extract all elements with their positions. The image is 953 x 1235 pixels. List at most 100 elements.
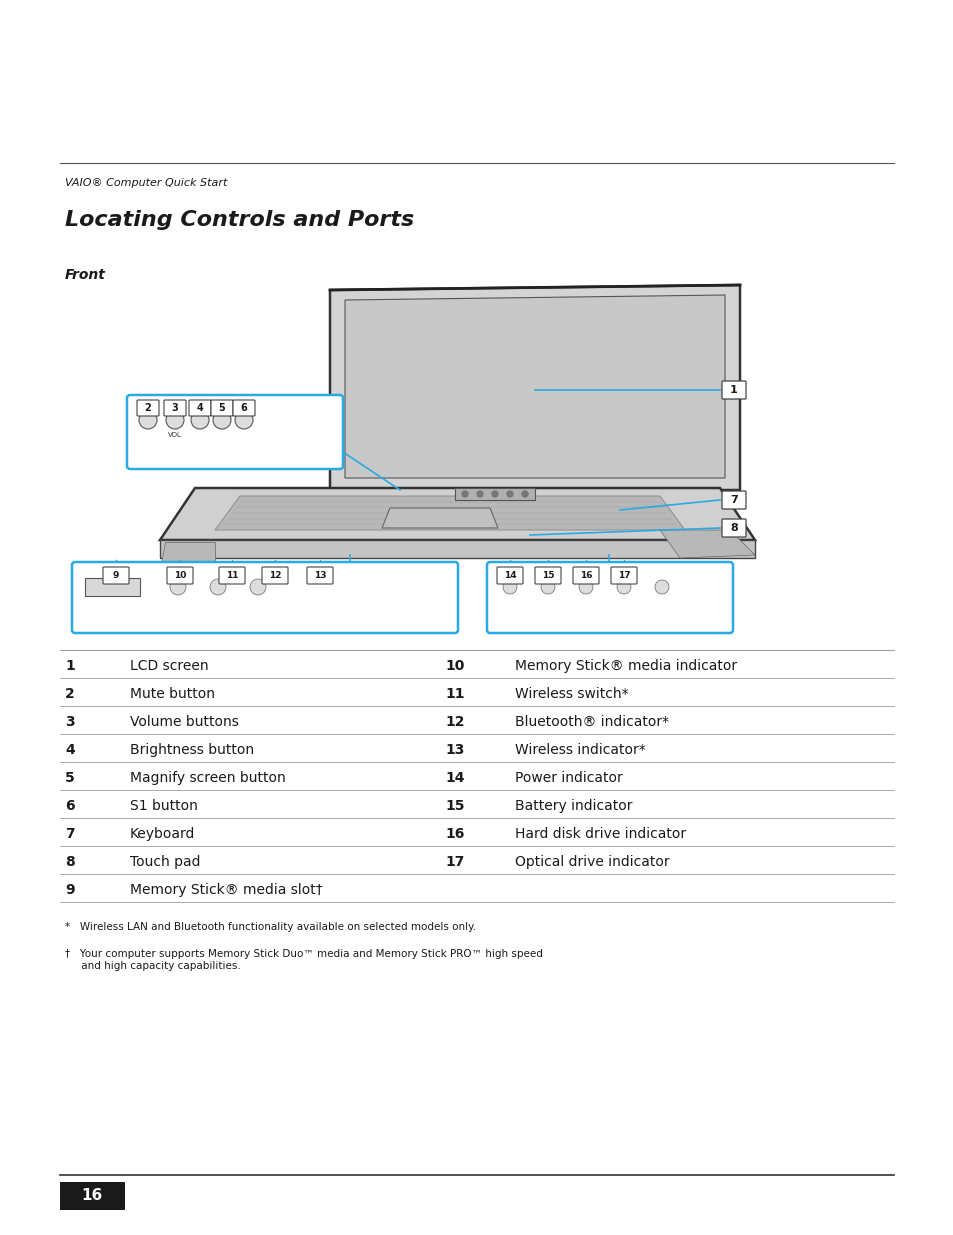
- Text: 3: 3: [66, 715, 75, 729]
- Text: 7: 7: [66, 827, 75, 841]
- Text: 13: 13: [314, 572, 326, 580]
- Text: Magnify screen button: Magnify screen button: [130, 771, 286, 785]
- FancyBboxPatch shape: [71, 562, 457, 634]
- FancyBboxPatch shape: [307, 567, 333, 584]
- FancyBboxPatch shape: [189, 400, 211, 416]
- Polygon shape: [214, 496, 684, 530]
- Text: 17: 17: [445, 855, 464, 869]
- Bar: [455, 488, 535, 500]
- Text: Touch pad: Touch pad: [130, 855, 200, 869]
- Polygon shape: [160, 542, 214, 568]
- Circle shape: [461, 492, 468, 496]
- Text: 11: 11: [226, 572, 238, 580]
- Text: 4: 4: [196, 403, 203, 412]
- Text: LCD screen: LCD screen: [130, 659, 209, 673]
- Text: Brightness button: Brightness button: [130, 743, 253, 757]
- FancyBboxPatch shape: [219, 567, 245, 584]
- FancyBboxPatch shape: [137, 400, 159, 416]
- Polygon shape: [659, 530, 754, 558]
- Text: 17: 17: [617, 572, 630, 580]
- FancyBboxPatch shape: [721, 382, 745, 399]
- Text: Optical drive indicator: Optical drive indicator: [515, 855, 669, 869]
- Text: 15: 15: [445, 799, 464, 813]
- FancyBboxPatch shape: [497, 567, 522, 584]
- Text: Mute button: Mute button: [130, 687, 214, 701]
- Circle shape: [250, 579, 266, 595]
- Circle shape: [617, 580, 630, 594]
- Text: 2: 2: [145, 403, 152, 412]
- Circle shape: [521, 492, 527, 496]
- FancyBboxPatch shape: [721, 519, 745, 537]
- Text: Hard disk drive indicator: Hard disk drive indicator: [515, 827, 685, 841]
- Circle shape: [506, 492, 513, 496]
- Text: Battery indicator: Battery indicator: [515, 799, 632, 813]
- Text: S1 button: S1 button: [130, 799, 197, 813]
- FancyBboxPatch shape: [167, 567, 193, 584]
- Text: VAIO® Computer Quick Start: VAIO® Computer Quick Start: [65, 178, 227, 188]
- Text: 14: 14: [445, 771, 464, 785]
- Text: 13: 13: [445, 743, 464, 757]
- Circle shape: [210, 579, 226, 595]
- Text: †   Your computer supports Memory Stick Duo™ media and Memory Stick PRO™ high sp: † Your computer supports Memory Stick Du…: [65, 948, 542, 971]
- Circle shape: [139, 411, 157, 429]
- Text: Bluetooth® indicator*: Bluetooth® indicator*: [515, 715, 668, 729]
- Text: 4: 4: [65, 743, 75, 757]
- Text: 12: 12: [269, 572, 281, 580]
- FancyBboxPatch shape: [535, 567, 560, 584]
- FancyBboxPatch shape: [211, 400, 233, 416]
- Circle shape: [540, 580, 555, 594]
- Text: 16: 16: [445, 827, 464, 841]
- Circle shape: [492, 492, 497, 496]
- FancyBboxPatch shape: [262, 567, 288, 584]
- Text: 5: 5: [218, 403, 225, 412]
- Text: 16: 16: [81, 1188, 103, 1203]
- Text: 1: 1: [729, 385, 737, 395]
- Circle shape: [234, 411, 253, 429]
- Polygon shape: [160, 488, 754, 540]
- Text: 12: 12: [445, 715, 464, 729]
- FancyBboxPatch shape: [127, 395, 343, 469]
- Text: *   Wireless LAN and Bluetooth functionality available on selected models only.: * Wireless LAN and Bluetooth functionali…: [65, 923, 476, 932]
- Text: 10: 10: [173, 572, 186, 580]
- Text: 10: 10: [445, 659, 464, 673]
- Polygon shape: [330, 285, 740, 490]
- Text: 9: 9: [112, 572, 119, 580]
- FancyBboxPatch shape: [486, 562, 732, 634]
- FancyBboxPatch shape: [573, 567, 598, 584]
- Text: 9: 9: [66, 883, 75, 897]
- Text: Memory Stick® media slot†: Memory Stick® media slot†: [130, 883, 322, 897]
- Text: Volume buttons: Volume buttons: [130, 715, 238, 729]
- FancyBboxPatch shape: [103, 567, 129, 584]
- Polygon shape: [381, 508, 497, 529]
- Text: 15: 15: [541, 572, 554, 580]
- Text: Memory Stick® media indicator: Memory Stick® media indicator: [515, 659, 737, 673]
- Text: 8: 8: [65, 855, 75, 869]
- Text: 2: 2: [65, 687, 75, 701]
- Text: Locating Controls and Ports: Locating Controls and Ports: [65, 210, 414, 230]
- Text: 5: 5: [65, 771, 75, 785]
- Circle shape: [476, 492, 482, 496]
- Text: Keyboard: Keyboard: [130, 827, 195, 841]
- Text: 16: 16: [579, 572, 592, 580]
- Text: 6: 6: [66, 799, 75, 813]
- FancyBboxPatch shape: [233, 400, 254, 416]
- Circle shape: [170, 579, 186, 595]
- Text: 1: 1: [65, 659, 75, 673]
- Text: Front: Front: [65, 268, 106, 282]
- Polygon shape: [345, 295, 724, 478]
- Circle shape: [655, 580, 668, 594]
- Text: 14: 14: [503, 572, 516, 580]
- Text: 6: 6: [240, 403, 247, 412]
- Text: 7: 7: [729, 495, 737, 505]
- FancyBboxPatch shape: [721, 492, 745, 509]
- Text: Wireless indicator*: Wireless indicator*: [515, 743, 645, 757]
- Bar: [60, 1182, 125, 1210]
- Text: VOL: VOL: [168, 432, 182, 438]
- FancyBboxPatch shape: [610, 567, 637, 584]
- Circle shape: [502, 580, 517, 594]
- Text: 8: 8: [729, 522, 737, 534]
- Circle shape: [166, 411, 184, 429]
- Bar: [85, 578, 140, 597]
- Text: 11: 11: [445, 687, 464, 701]
- Polygon shape: [160, 540, 754, 558]
